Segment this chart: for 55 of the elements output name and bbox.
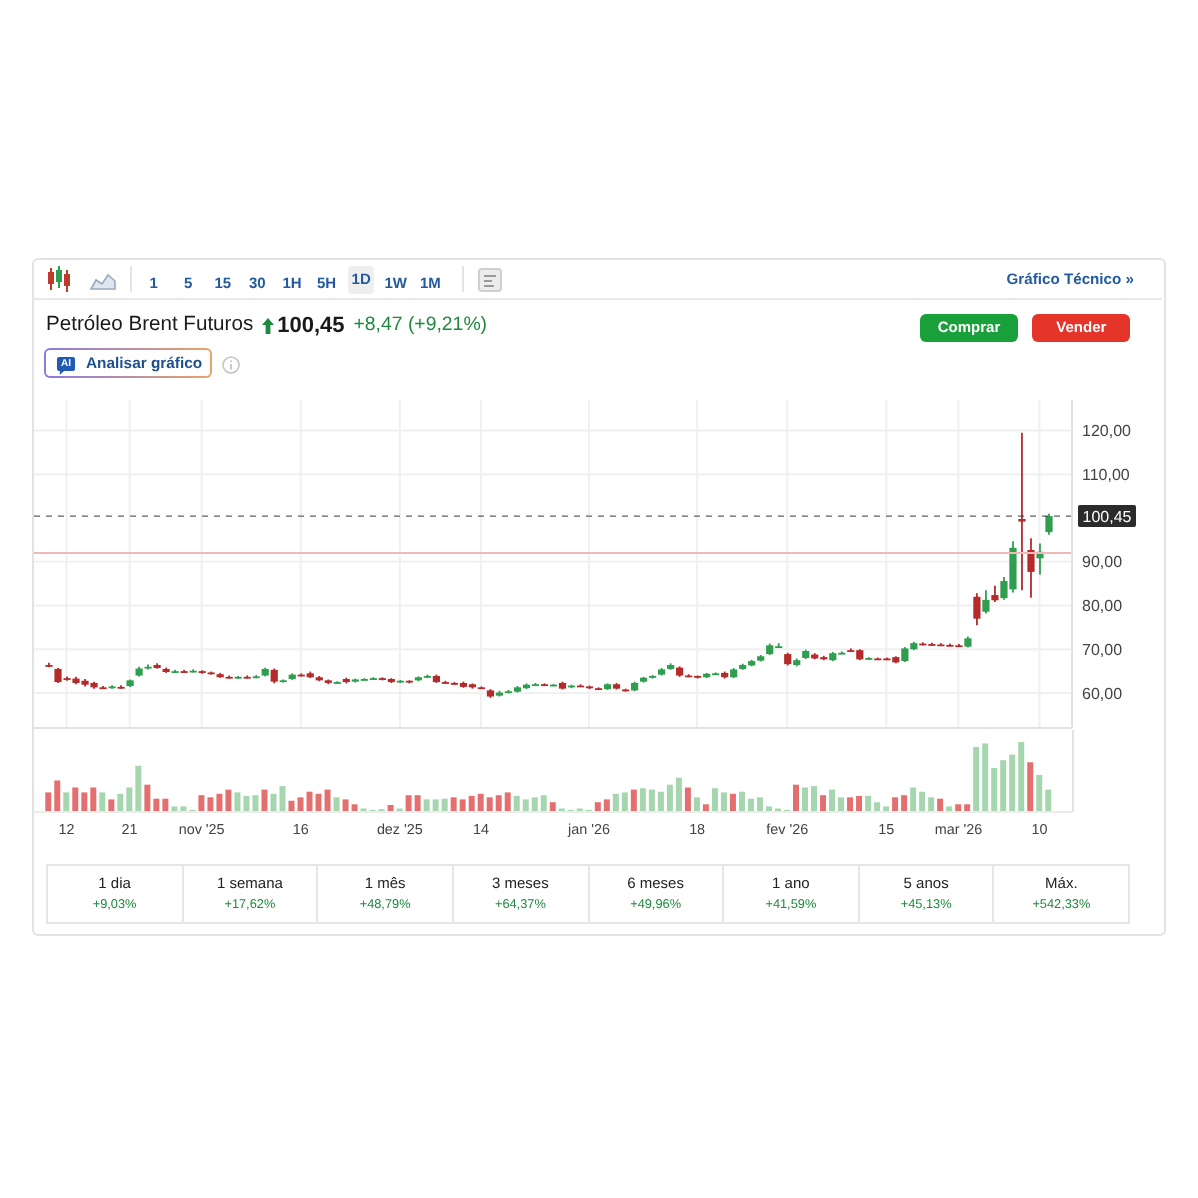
candlestick <box>1027 537 1035 599</box>
bar <box>441 798 448 812</box>
text: +8,47 (+9,21%) <box>353 311 488 339</box>
bar <box>892 797 899 812</box>
bar <box>684 787 691 812</box>
bar <box>937 798 944 812</box>
bar <box>829 789 836 812</box>
bar <box>675 777 682 812</box>
bar <box>108 799 115 812</box>
chart-subtitle: 100,45 <box>277 311 345 339</box>
y-tick-label: 60,00 <box>1082 684 1124 703</box>
bar <box>234 792 241 812</box>
candlestick <box>1018 431 1026 592</box>
bar <box>144 784 151 812</box>
bar <box>63 792 70 812</box>
bar <box>793 784 799 812</box>
bar <box>72 787 79 812</box>
bar <box>693 797 700 812</box>
bar <box>333 797 340 812</box>
y-tick-label: 90,00 <box>1082 553 1124 572</box>
bar <box>720 792 727 812</box>
bar <box>198 795 205 812</box>
bar <box>729 793 736 812</box>
bar <box>973 746 980 812</box>
bar <box>820 795 827 812</box>
candlestick <box>973 592 981 627</box>
chart-title: Petróleo Brent Futuros <box>46 311 254 339</box>
bar <box>540 795 547 812</box>
bar <box>549 802 556 812</box>
y-tick-label: 80,00 <box>1082 597 1124 616</box>
y-tick-label: 120,00 <box>1082 422 1133 441</box>
bar <box>117 793 124 812</box>
bar <box>1036 774 1043 812</box>
y-tick-label: 110,00 <box>1082 466 1131 485</box>
bar <box>621 792 628 812</box>
bar <box>847 797 854 812</box>
bar <box>261 789 268 812</box>
bar <box>504 792 511 812</box>
y-tick-label: 70,00 <box>1082 640 1124 659</box>
bar <box>270 793 277 812</box>
bar <box>630 789 637 812</box>
bar <box>955 804 962 812</box>
bar <box>702 804 709 812</box>
bar <box>802 787 809 812</box>
bar <box>1027 762 1034 812</box>
bar <box>910 787 917 812</box>
bar <box>324 789 331 812</box>
bar <box>865 795 872 812</box>
bar <box>603 799 610 812</box>
bar <box>414 795 421 812</box>
candlestick <box>982 589 990 615</box>
ref-line-label: 100,45 <box>1082 507 1133 526</box>
bar <box>99 792 106 812</box>
bar <box>351 804 358 812</box>
candlestick <box>1045 512 1053 536</box>
